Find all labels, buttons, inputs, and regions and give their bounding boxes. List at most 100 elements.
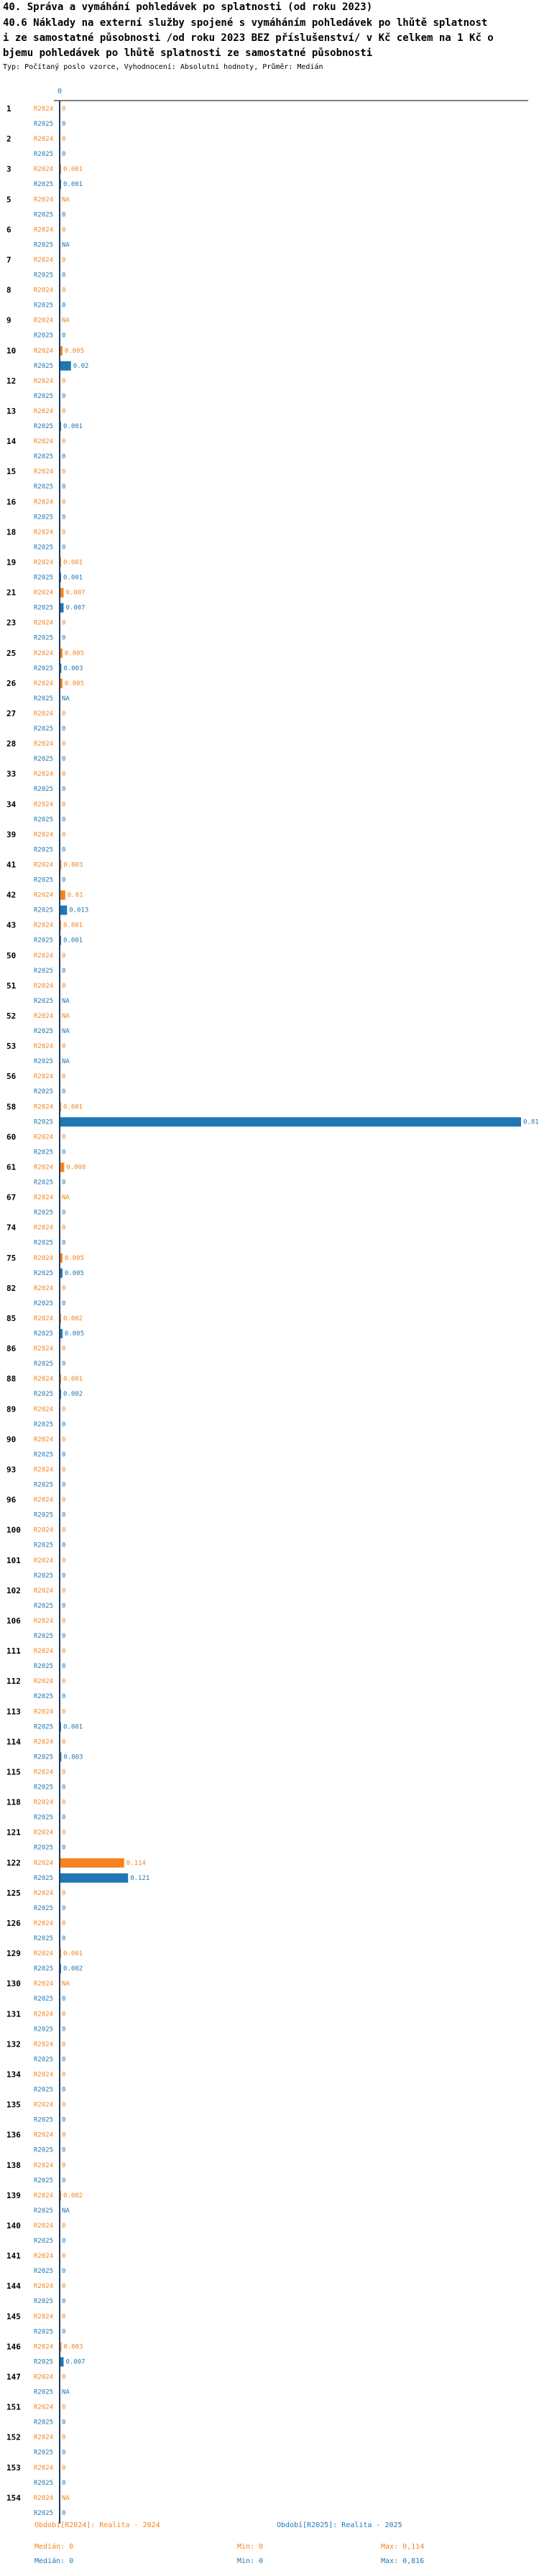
data-label: 0 [62,1149,65,1156]
series-label-r2024: R2024 [34,1769,53,1776]
data-label: 0.002 [63,2192,83,2200]
category-label: 121 [6,1828,21,1838]
category-label: 58 [6,1102,16,1111]
category-label: 101 [6,1556,21,1565]
data-label: 0 [62,726,65,733]
series-label-r2025: R2025 [34,695,53,703]
category-label: 132 [6,2039,21,2049]
series-label-r2025: R2025 [34,1723,53,1731]
data-label: 0 [62,2056,65,2063]
series-label-r2024: R2024 [34,2495,53,2502]
series-label-r2025: R2025 [34,1784,53,1792]
category-label: 118 [6,1798,21,1807]
data-label: NA [62,1980,70,1988]
data-label: 0 [62,514,65,521]
data-label: 0 [62,1935,65,1942]
series-label-r2025: R2025 [34,2450,53,2457]
series-label-r2025: R2025 [34,1875,53,1882]
data-label: 0 [62,1300,65,1307]
category-label: 25 [6,649,16,658]
chart-subtitle-line-1: 40.6 Náklady na externí služby spojené s… [3,17,488,29]
data-label: 0.121 [130,1875,149,1882]
legend-max-r2024: Max: 0,114 [381,2543,425,2551]
series-label-r2025: R2025 [34,1300,53,1307]
series-label-r2025: R2025 [34,121,53,128]
bar-r2024 [60,1162,65,1172]
legend-min-r2025: Min: 0 [237,2557,264,2565]
category-label: 136 [6,2131,21,2140]
data-label: 0 [62,2162,65,2169]
category-label: 18 [6,527,16,537]
category-label: 115 [6,1768,21,1777]
legend-title-r2024: Období[R2024]: Realita - 2024 [34,2521,160,2529]
category-label: 145 [6,2312,21,2321]
series-label-r2025: R2025 [34,2419,53,2427]
data-label: 0 [62,1482,65,1489]
category-label: 50 [6,951,16,960]
category-label: 126 [6,1919,21,1928]
series-label-r2024: R2024 [34,318,53,325]
series-label-r2024: R2024 [34,953,53,960]
category-label: 113 [6,1707,21,1716]
series-label-r2025: R2025 [34,1935,53,1942]
data-label: NA [62,2207,70,2215]
category-label: 19 [6,558,16,567]
category-label: 67 [6,1193,16,1203]
category-label: 61 [6,1163,17,1172]
data-label: 0 [62,287,65,295]
category-label: 139 [6,2191,21,2200]
bar-r2025 [60,1117,521,1127]
data-label: 0 [62,1648,65,1655]
bar-r2024 [60,1253,63,1263]
bar-r2025 [60,603,64,613]
data-label: NA [62,695,70,703]
data-label: 0 [62,2313,65,2320]
data-label: 0 [62,1603,65,1610]
category-label: 86 [6,1344,17,1353]
series-label-r2024: R2024 [34,1225,53,1232]
data-label: 0 [62,1527,65,1534]
data-label: 0 [62,1830,65,1837]
series-label-r2024: R2024 [34,2041,53,2048]
data-label: 0 [62,635,65,642]
series-label-r2024: R2024 [34,2011,53,2018]
data-label: 0.001 [63,1950,83,1958]
data-label: 0 [62,1512,65,1519]
category-label: 114 [6,1737,21,1746]
data-label: 0 [62,1588,65,1595]
series-label-r2024: R2024 [34,2374,53,2381]
series-label-r2024: R2024 [34,438,53,445]
series-label-r2024: R2024 [34,771,53,778]
category-label: 112 [6,1677,21,1686]
data-label: 0.003 [63,1753,83,1761]
legend-title-r2025: Období[R2025]: Realita - 2025 [277,2521,402,2529]
data-label: 0 [62,1784,65,1792]
series-label-r2024: R2024 [34,2253,53,2260]
category-label: 93 [6,1465,16,1475]
data-label: 0 [62,786,65,793]
series-label-r2025: R2025 [34,907,53,914]
category-label: 88 [6,1374,16,1384]
series-label-r2025: R2025 [34,726,53,733]
series-label-r2025: R2025 [34,1815,53,1822]
series-label-r2025: R2025 [34,393,53,400]
data-label: NA [62,1058,70,1065]
data-label: 0 [62,2132,65,2139]
series-label-r2025: R2025 [34,1633,53,1640]
series-label-r2025: R2025 [34,2087,53,2094]
data-label: 0.005 [65,1330,84,1338]
data-label: 0.01 [68,892,83,899]
series-label-r2024: R2024 [34,136,53,143]
series-label-r2025: R2025 [34,514,53,521]
category-label: 1 [6,104,11,113]
series-label-r2024: R2024 [34,922,53,930]
series-label-r2024: R2024 [34,560,53,567]
series-label-r2024: R2024 [34,287,53,295]
series-label-r2025: R2025 [34,2510,53,2517]
category-label: 21 [6,588,17,598]
bar-r2025 [60,1752,62,1762]
category-label: 151 [6,2403,21,2412]
series-label-r2025: R2025 [34,1845,53,1852]
data-label: 0 [62,1799,65,1807]
data-label: 0 [62,1708,65,1715]
